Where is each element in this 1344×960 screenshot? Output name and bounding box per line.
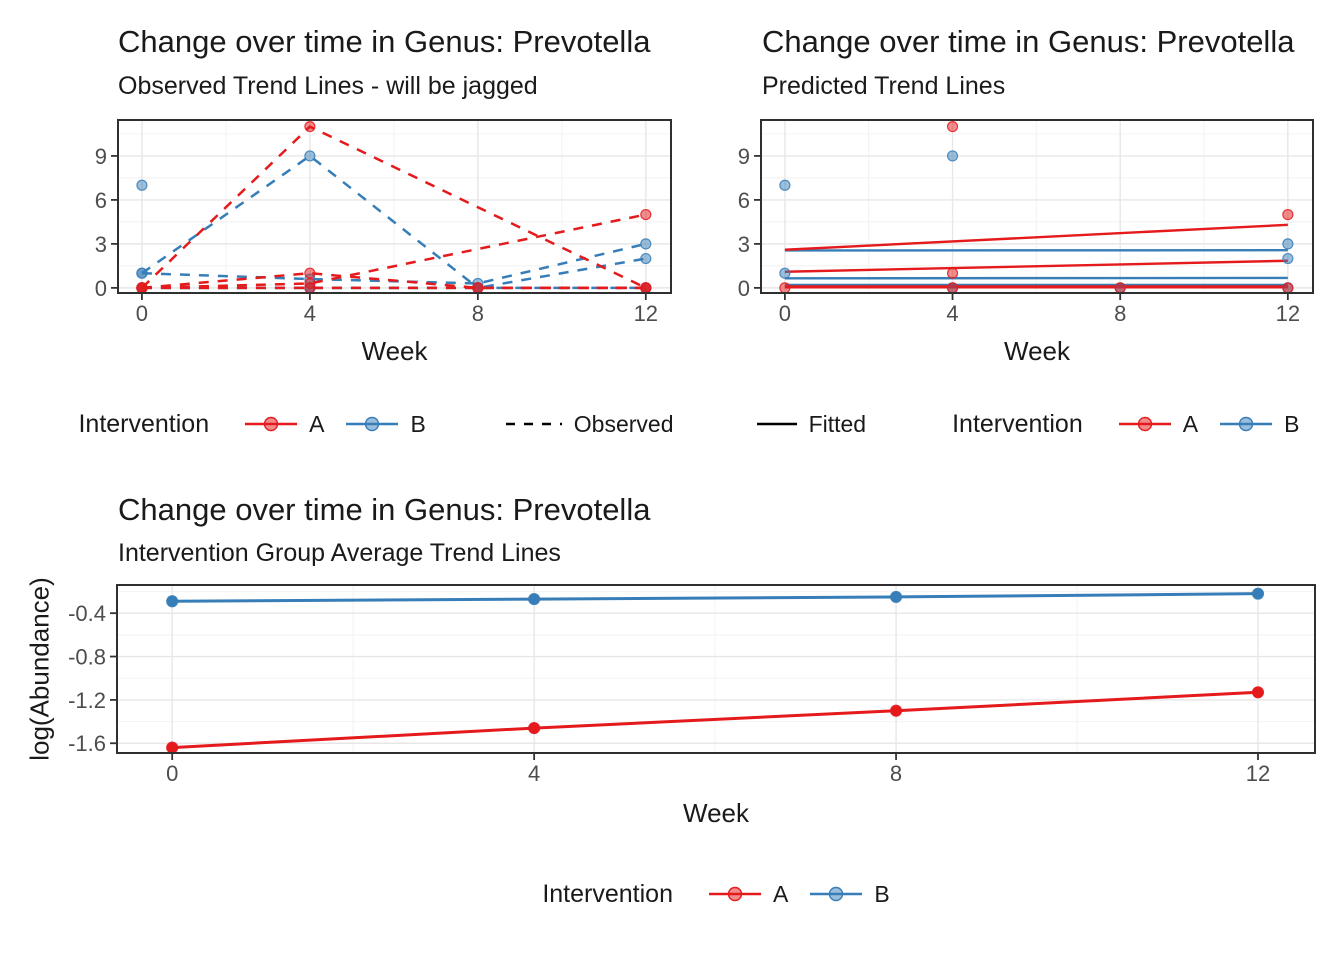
legend-label-a: A [309, 410, 325, 437]
svg-text:8: 8 [1114, 301, 1126, 326]
legend-key-a-icon [243, 413, 299, 435]
legend-observed: Intervention A B Observed [0, 406, 700, 442]
predicted-trend-figure: Change over time in Genus: Prevotella Pr… [700, 0, 1344, 470]
svg-text:4: 4 [528, 761, 540, 786]
legend-label-b: B [1284, 410, 1300, 437]
legend-title: Intervention [542, 879, 673, 908]
y-axis-label: log(Abundance) [24, 577, 55, 761]
svg-text:12: 12 [1246, 761, 1270, 786]
legend-title: Intervention [952, 409, 1083, 438]
svg-text:3: 3 [95, 232, 107, 257]
chart-subtitle: Intervention Group Average Trend Lines [118, 539, 561, 567]
svg-text:4: 4 [946, 301, 958, 326]
chart-title: Change over time in Genus: Prevotella [118, 492, 651, 527]
predicted-plot-area: 0 4 8 12 0 3 6 9 [738, 119, 1314, 326]
svg-text:9: 9 [738, 144, 750, 169]
legend-label-a: A [772, 880, 789, 907]
svg-text:-0.4: -0.4 [68, 601, 106, 626]
legend-predicted: Fitted Intervention A B [741, 406, 1313, 442]
legend-label-fitted: Fitted [808, 410, 867, 437]
chart-title: Change over time in Genus: Prevotella [762, 24, 1295, 59]
svg-text:9: 9 [95, 144, 107, 169]
chart-subtitle: Observed Trend Lines - will be jagged [118, 72, 538, 100]
svg-text:0: 0 [779, 301, 791, 326]
svg-text:8: 8 [472, 301, 484, 326]
legend-average: Intervention A B [117, 876, 1315, 912]
legend-key-b-icon [344, 413, 400, 435]
legend-key-b-icon [808, 883, 864, 905]
legend-key-observed-icon [504, 413, 564, 435]
average-plot-area: 0 4 8 12 -1.6 -1.2 -0.8 -0.4 [68, 584, 1316, 786]
observed-trend-figure: Change over time in Genus: Prevotella Ob… [0, 0, 700, 470]
svg-text:0: 0 [136, 301, 148, 326]
svg-text:4: 4 [304, 301, 316, 326]
svg-text:6: 6 [95, 188, 107, 213]
svg-text:3: 3 [738, 232, 750, 257]
x-axis-label: Week [683, 798, 749, 828]
svg-text:-0.8: -0.8 [68, 645, 106, 670]
legend-key-fitted-icon [755, 413, 799, 435]
svg-text:8: 8 [890, 761, 902, 786]
svg-text:12: 12 [634, 301, 658, 326]
svg-text:6: 6 [738, 188, 750, 213]
svg-text:-1.6: -1.6 [68, 731, 106, 756]
svg-text:0: 0 [738, 276, 750, 301]
svg-text:12: 12 [1276, 301, 1300, 326]
svg-text:0: 0 [166, 761, 178, 786]
average-trend-figure: Change over time in Genus: Prevotella In… [0, 480, 1344, 960]
chart-title: Change over time in Genus: Prevotella [118, 24, 651, 59]
svg-text:0: 0 [95, 276, 107, 301]
svg-text:-1.2: -1.2 [68, 688, 106, 713]
legend-label-a: A [1182, 410, 1199, 437]
legend-label-observed: Observed [573, 410, 674, 437]
x-axis-label: Week [1004, 336, 1070, 366]
chart-subtitle: Predicted Trend Lines [762, 72, 1006, 100]
legend-label-b: B [410, 410, 426, 437]
legend-key-a-icon [1117, 413, 1173, 435]
legend-key-b-icon [1218, 413, 1274, 435]
observed-plot-area: 0 4 8 12 0 3 6 9 [95, 119, 672, 326]
legend-key-a-icon [707, 883, 763, 905]
legend-label-b: B [874, 880, 890, 907]
x-axis-label: Week [361, 336, 428, 366]
legend-title: Intervention [78, 409, 210, 438]
